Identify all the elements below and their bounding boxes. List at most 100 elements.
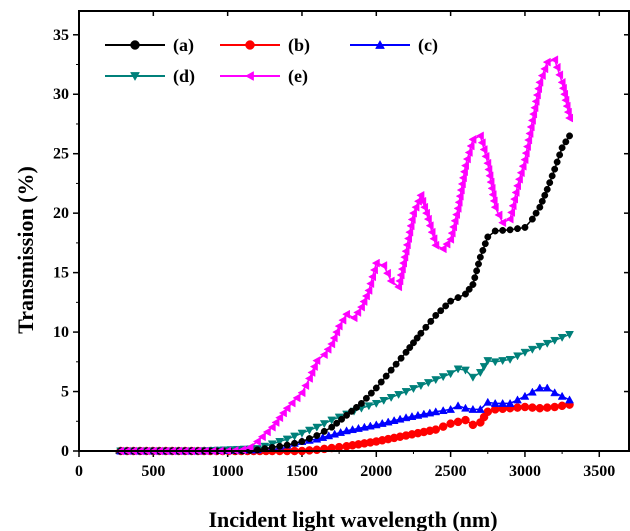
data-point	[524, 135, 533, 145]
data-point	[513, 403, 522, 412]
data-point	[368, 272, 377, 282]
data-point	[267, 422, 276, 432]
legend: (a) (b) (c) (d) (e)	[105, 35, 438, 87]
data-point	[468, 135, 477, 144]
data-point	[399, 258, 407, 268]
x-tick-label: 0	[75, 463, 83, 480]
data-point	[514, 225, 521, 233]
data-point	[468, 404, 478, 413]
data-point	[432, 311, 440, 319]
data-point	[403, 234, 412, 243]
data-point	[290, 432, 299, 441]
data-point	[397, 354, 405, 362]
data-point	[491, 227, 499, 235]
data-point	[356, 302, 365, 312]
data-point	[513, 395, 522, 404]
data-point	[357, 399, 365, 407]
data-point	[438, 422, 448, 431]
data-point	[465, 285, 473, 293]
data-point	[455, 191, 464, 201]
data-point	[348, 407, 355, 415]
data-point	[494, 210, 503, 220]
data-point	[301, 381, 310, 391]
data-point	[565, 113, 573, 123]
data-point	[520, 391, 530, 400]
data-point	[471, 274, 479, 282]
x-tick-label: 1000	[212, 463, 244, 480]
data-point	[483, 357, 493, 366]
data-point	[530, 103, 539, 113]
data-point	[446, 419, 455, 428]
data-point	[475, 260, 482, 268]
data-point	[323, 344, 332, 354]
x-tick-label: 2000	[360, 463, 392, 480]
data-point	[369, 265, 378, 275]
data-point	[387, 366, 395, 374]
data-point	[534, 84, 543, 94]
data-point	[507, 208, 516, 217]
data-point	[252, 437, 261, 446]
data-point	[498, 218, 507, 228]
legend-label: (a)	[173, 35, 194, 56]
data-point	[552, 62, 561, 72]
data-point	[453, 365, 463, 374]
data-point	[550, 55, 559, 65]
data-point	[298, 438, 306, 445]
data-point	[416, 382, 426, 391]
data-point	[423, 214, 432, 224]
data-point	[446, 234, 455, 244]
data-point	[475, 404, 485, 413]
data-point	[338, 315, 347, 325]
data-point	[453, 401, 463, 410]
data-point	[276, 442, 284, 450]
data-point	[525, 129, 534, 138]
data-point	[407, 215, 416, 224]
data-point	[421, 208, 430, 218]
data-point	[540, 64, 549, 74]
data-point	[319, 420, 329, 429]
data-point	[313, 432, 321, 439]
data-point	[431, 425, 441, 434]
data-point	[334, 321, 343, 331]
data-point	[278, 408, 287, 418]
data-point	[468, 420, 478, 430]
x-tick-label: 2500	[435, 463, 467, 480]
data-point	[562, 138, 570, 146]
data-point	[320, 427, 328, 435]
y-tick-label: 10	[53, 324, 69, 341]
data-point	[334, 442, 344, 452]
legend-marker	[130, 72, 140, 82]
data-point	[511, 188, 520, 197]
data-point	[516, 168, 525, 178]
data-point	[453, 203, 462, 213]
legend-label: (b)	[288, 35, 310, 56]
data-point	[557, 333, 567, 342]
data-point	[473, 267, 481, 275]
data-point	[410, 339, 417, 347]
data-point	[550, 336, 560, 345]
plot-area	[116, 55, 574, 456]
data-point	[297, 388, 306, 398]
data-point	[522, 142, 531, 151]
data-point	[505, 355, 515, 364]
data-point	[450, 216, 459, 226]
series-line	[120, 387, 570, 452]
data-point	[532, 209, 540, 217]
data-point	[520, 348, 530, 357]
data-point	[505, 398, 515, 407]
data-point	[486, 177, 495, 187]
y-axis-title-group: Transmission (%)	[13, 166, 38, 334]
data-point	[282, 435, 292, 444]
data-point	[291, 439, 298, 447]
data-point	[528, 215, 536, 223]
data-point	[461, 366, 470, 375]
data-point	[452, 210, 461, 220]
data-point	[454, 197, 463, 207]
data-point	[527, 387, 537, 396]
data-point	[460, 161, 469, 171]
data-point	[423, 379, 433, 388]
data-point	[431, 407, 441, 416]
data-point	[475, 369, 485, 378]
data-point	[395, 276, 404, 286]
data-point	[535, 403, 545, 413]
